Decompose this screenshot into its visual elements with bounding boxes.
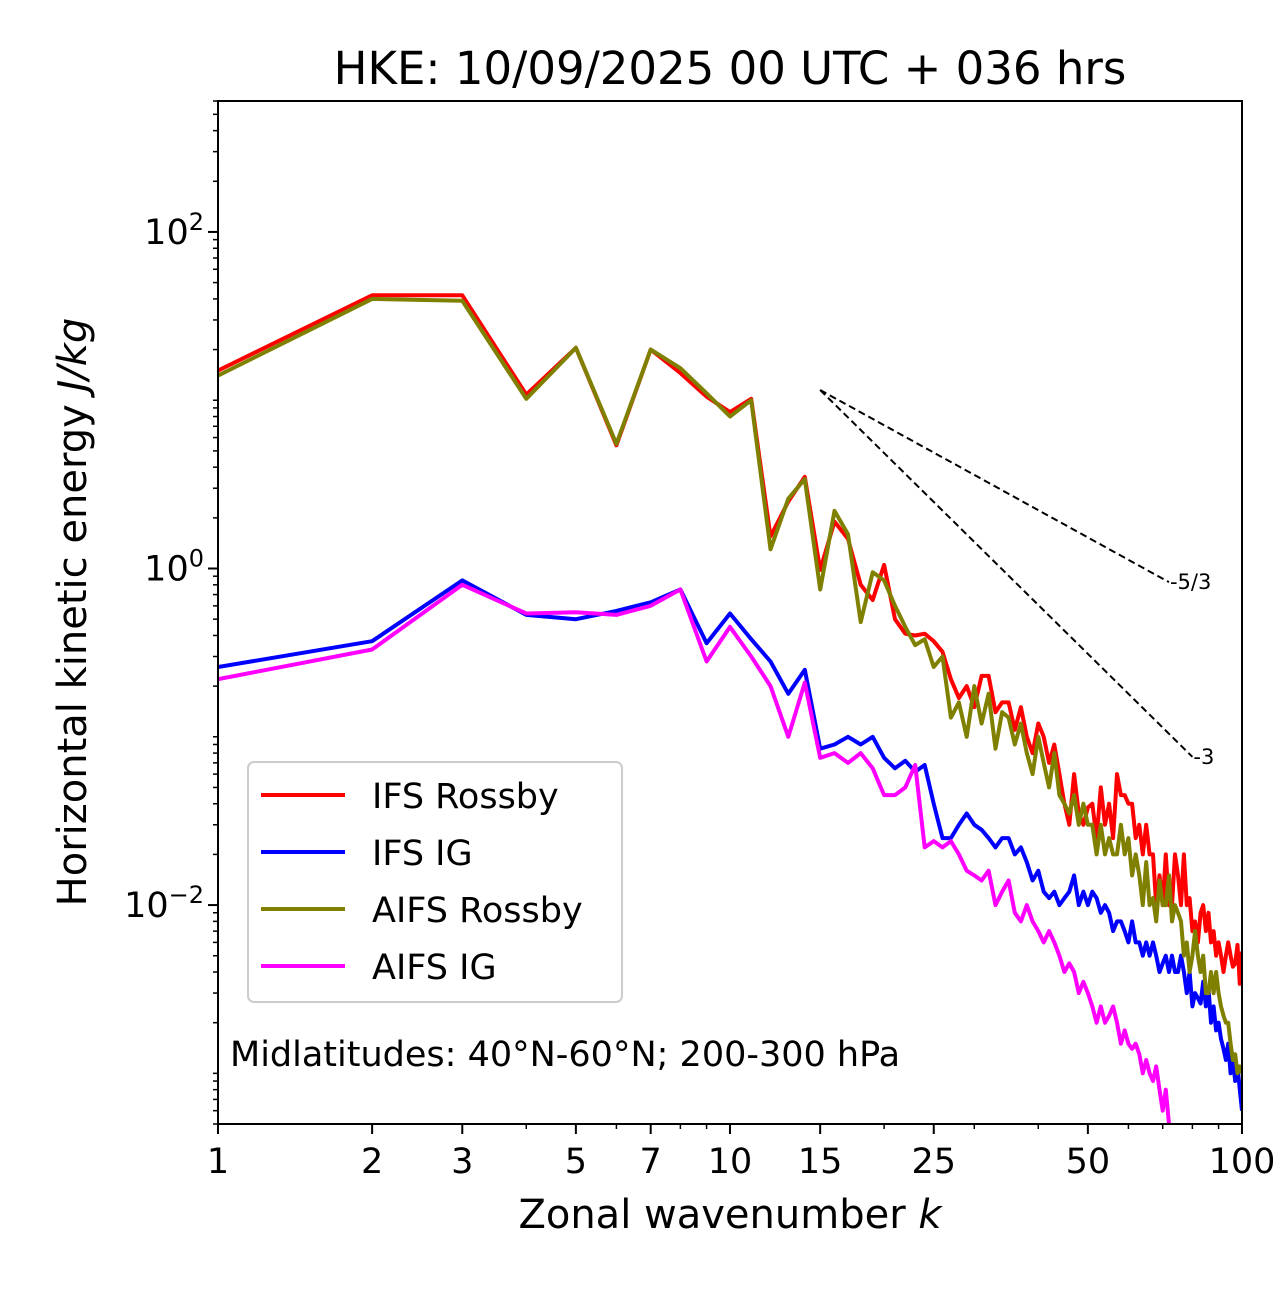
slope-label-1: -5/3 — [1170, 570, 1211, 594]
series-line-ifs-rossby — [218, 293, 1242, 986]
plot-frame — [217, 100, 1243, 1125]
x-tick-label: 2 — [361, 1142, 383, 1182]
series-line-aifs-rossby — [218, 296, 1242, 1076]
x-axis-label: Zonal wavenumber k — [518, 1192, 943, 1238]
x-axis-label-text: Zonal wavenumber — [518, 1192, 906, 1238]
x-tick-label: 1 — [207, 1142, 229, 1182]
x-tick-label: 7 — [640, 1142, 662, 1182]
x-tick-label: 3 — [451, 1142, 473, 1182]
y-axis-label-text: Horizontal kinetic energy — [50, 404, 96, 906]
reference-slope-lines: -5/3 -3 — [819, 389, 1214, 769]
legend-box — [247, 761, 623, 1003]
x-axis-label-var: k — [918, 1192, 943, 1238]
legend-label: IFS Rossby — [372, 777, 559, 817]
y-tick-label: 100 — [144, 545, 204, 590]
x-tick-label: 25 — [911, 1142, 956, 1182]
legend-label: AIFS Rossby — [372, 891, 583, 931]
slope-line-2 — [819, 389, 1194, 758]
x-tick-label: 5 — [565, 1142, 587, 1182]
series-line-ifs-ig — [218, 578, 1242, 1111]
axis-ticks: 1 2 3 5 7 10 15 25 50 100 102 100 10−2 — [124, 100, 1276, 1182]
y-tick-label: 102 — [144, 208, 204, 253]
legend-label: IFS IG — [372, 834, 473, 874]
slope-line-1 — [819, 389, 1170, 583]
legend-label: AIFS IG — [372, 948, 497, 988]
x-tick-label: 100 — [1209, 1142, 1276, 1182]
x-tick-label: 10 — [708, 1142, 753, 1182]
y-tick-label: 10−2 — [124, 881, 204, 926]
y-axis-label: Horizontal kinetic energy J/kg — [50, 318, 96, 907]
slope-label-2: -3 — [1193, 745, 1214, 769]
chart-title: HKE: 10/09/2025 00 UTC + 036 hrs — [334, 42, 1127, 95]
y-axis-label-unit: J/kg — [50, 318, 96, 399]
x-tick-label: 15 — [798, 1142, 843, 1182]
legend: IFS Rossby IFS IG AIFS Rossby AIFS IG — [247, 761, 623, 1003]
series-layer — [218, 293, 1242, 1124]
series-line-aifs-ig — [218, 582, 1171, 1124]
x-tick-label: 50 — [1066, 1142, 1111, 1182]
region-annotation: Midlatitudes: 40°N-60°N; 200-300 hPa — [230, 1035, 900, 1075]
